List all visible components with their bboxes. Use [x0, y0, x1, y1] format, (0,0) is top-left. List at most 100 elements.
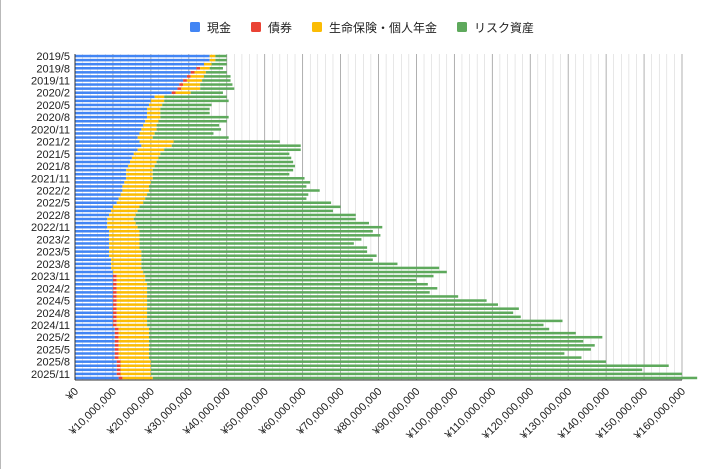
bar-segment-1-2023-1: [75, 234, 110, 237]
bar-segment-3-2024-9: [116, 315, 148, 319]
bar-segment-2-2023-11: [112, 274, 117, 278]
bar-segment-4-2023-2: [139, 238, 362, 241]
bar-segment-2-2025-9: [116, 364, 121, 368]
bar-segment-1-2022-7: [75, 209, 112, 213]
bar-segment-4-2022-12: [139, 229, 373, 233]
bar-segment-1-2020-5: [75, 103, 149, 107]
bar-segment-3-2025-5: [118, 348, 149, 351]
bar-segment-1-2020-8: [75, 115, 148, 119]
bar-segment-4-2023-3: [139, 242, 354, 245]
bar-segment-4-2024-4: [147, 295, 459, 298]
y-tick-label: 2024/2: [36, 283, 70, 295]
bar-segment-3-2023-9: [111, 266, 142, 270]
y-tick-label: 2019/11: [31, 75, 70, 87]
legend-label: 現金: [207, 20, 231, 35]
bar-segment-4-2022-4: [145, 197, 307, 200]
bar-segment-1-2022-9: [75, 217, 108, 221]
bar-segment-2-2025-7: [114, 356, 119, 359]
bar-segment-4-2020-9: [158, 119, 227, 123]
bar-segment-3-2019-11: [186, 79, 203, 82]
bar-segment-2-2024-5: [112, 299, 117, 302]
bar-segment-4-2020-2: [190, 91, 223, 94]
bar-segment-1-2022-10: [75, 221, 108, 225]
chart-gridlines: [74, 54, 683, 380]
bar-segment-4-2023-8: [141, 262, 398, 266]
bar-segment-1-2024-12: [75, 327, 115, 331]
bar-segment-1-2020-2: [75, 91, 172, 94]
window-edge: [0, 0, 1, 469]
bar-segment-1-2019-10: [75, 75, 187, 78]
bar-segment-3-2025-11: [120, 372, 151, 376]
bar-segment-2-2025-5: [114, 348, 119, 351]
bar-segment-4-2023-5: [141, 250, 368, 253]
bar-segment-1-2024-6: [75, 303, 113, 306]
bar-segment-4-2021-1: [152, 136, 229, 139]
bar-segment-1-2025-3: [75, 340, 115, 343]
bar-segment-3-2024-12: [118, 327, 149, 331]
bar-segment-4-2020-11: [156, 128, 222, 131]
bar-segment-3-2024-7: [116, 307, 148, 310]
bar-segment-2-2024-1: [112, 282, 117, 286]
bar-segment-2-2024-9: [112, 315, 117, 319]
bar-segment-1-2025-1: [75, 331, 115, 335]
bar-segment-3-2022-11: [107, 225, 138, 229]
bar-segment-1-2022-1: [75, 185, 123, 188]
bar-segment-1-2022-3: [75, 193, 121, 196]
bar-segment-1-2021-4: [75, 148, 138, 152]
bar-segment-4-2022-8: [135, 213, 356, 217]
bar-segment-3-2021-6: [131, 156, 159, 160]
bar-segment-4-2021-5: [160, 152, 290, 156]
bar-segment-2-2024-3: [112, 291, 117, 294]
bar-segment-1-2021-10: [75, 172, 127, 176]
bar-segment-4-2020-4: [164, 99, 229, 103]
bar-segment-4-2024-7: [147, 307, 519, 310]
bar-segment-4-2025-7: [148, 356, 582, 359]
y-tick-label: 2025/5: [36, 344, 70, 356]
bar-segment-1-2020-11: [75, 128, 142, 131]
bar-segment-3-2025-12: [122, 376, 153, 380]
bar-segment-3-2020-12: [139, 132, 155, 135]
bar-segment-1-2021-12: [75, 181, 125, 184]
bar-segment-3-2023-8: [111, 262, 142, 266]
bar-segment-1-2025-7: [75, 356, 115, 359]
bar-segment-4-2021-4: [164, 148, 301, 152]
y-tick-label: 2023/8: [36, 259, 70, 271]
bar-segment-2-2025-8: [116, 360, 121, 363]
bar-segment-1-2021-6: [75, 156, 132, 160]
bar-segment-3-2025-7: [118, 356, 149, 359]
bar-segment-3-2021-11: [126, 177, 153, 180]
bar-segment-4-2024-8: [147, 311, 514, 315]
bar-segment-4-2021-12: [150, 181, 311, 184]
bar-segment-4-2019-7: [211, 62, 227, 66]
bar-segment-1-2019-9: [75, 71, 191, 74]
bar-segment-4-2024-5: [147, 299, 487, 302]
bar-segment-1-2023-2: [75, 238, 110, 241]
legend-swatch: [190, 22, 200, 32]
bar-segment-3-2021-7: [130, 160, 157, 164]
bar-segment-1-2019-7: [75, 62, 204, 66]
bar-segment-3-2021-12: [124, 181, 151, 184]
bar-segment-1-2020-1: [75, 87, 178, 90]
bar-segment-1-2022-5: [75, 201, 117, 205]
y-tick-label: 2023/11: [31, 271, 70, 283]
bar-segment-3-2019-9: [194, 71, 206, 74]
bar-segment-3-2019-7: [203, 62, 212, 66]
bar-segment-1-2019-12: [75, 83, 180, 86]
y-tick-label: 2020/11: [31, 124, 70, 136]
bar-segment-1-2023-9: [75, 266, 112, 270]
bar-segment-4-2023-12: [145, 278, 417, 282]
y-tick-label: 2021/2: [36, 137, 70, 149]
bar-segment-1-2023-4: [75, 246, 110, 249]
bar-segment-3-2022-4: [118, 197, 146, 200]
bar-segment-3-2020-10: [143, 124, 157, 127]
bar-segment-1-2020-12: [75, 132, 140, 135]
bar-segment-3-2022-3: [120, 193, 148, 196]
bar-segment-2-2025-6: [114, 352, 119, 355]
bar-segment-1-2021-9: [75, 168, 127, 172]
bar-segment-4-2023-6: [141, 254, 377, 257]
bar-segment-3-2021-1: [137, 136, 153, 139]
bar-segment-3-2020-3: [154, 95, 165, 99]
bar-segment-3-2023-3: [109, 242, 140, 245]
bar-segment-3-2021-2: [139, 140, 174, 143]
bar-segment-2-2025-10: [116, 368, 121, 372]
